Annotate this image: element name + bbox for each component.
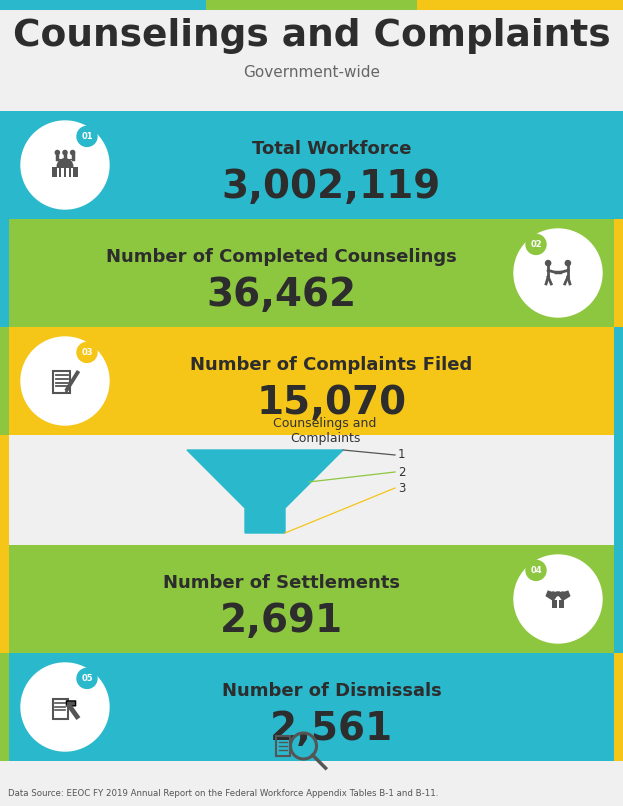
Circle shape <box>561 592 564 596</box>
FancyBboxPatch shape <box>71 168 74 177</box>
Circle shape <box>546 260 551 266</box>
Polygon shape <box>546 591 558 600</box>
FancyBboxPatch shape <box>66 168 69 177</box>
Text: 3,002,119: 3,002,119 <box>222 168 441 206</box>
FancyBboxPatch shape <box>614 545 623 653</box>
Text: 1: 1 <box>398 448 406 462</box>
FancyBboxPatch shape <box>552 600 558 608</box>
Circle shape <box>77 343 97 363</box>
Text: 36,462: 36,462 <box>206 276 356 314</box>
Text: 04: 04 <box>530 566 542 575</box>
Circle shape <box>557 592 561 596</box>
Text: 2,561: 2,561 <box>270 710 393 748</box>
FancyBboxPatch shape <box>0 653 9 761</box>
FancyBboxPatch shape <box>614 653 623 761</box>
Polygon shape <box>559 591 569 600</box>
Text: Number of Dismissals: Number of Dismissals <box>222 682 441 700</box>
FancyBboxPatch shape <box>559 600 564 608</box>
Text: 01: 01 <box>81 132 93 141</box>
Text: Data Source: EEOC FY 2019 Annual Report on the Federal Workforce Appendix Tables: Data Source: EEOC FY 2019 Annual Report … <box>8 790 439 799</box>
FancyBboxPatch shape <box>62 168 64 177</box>
FancyBboxPatch shape <box>57 168 59 177</box>
Circle shape <box>551 592 555 596</box>
FancyBboxPatch shape <box>0 435 9 545</box>
Text: Number of Settlements: Number of Settlements <box>163 574 400 592</box>
FancyBboxPatch shape <box>0 327 623 435</box>
Text: 02: 02 <box>530 240 542 249</box>
Circle shape <box>514 229 602 317</box>
FancyBboxPatch shape <box>0 219 9 327</box>
Text: 03: 03 <box>81 348 93 357</box>
Text: 05: 05 <box>81 674 93 683</box>
FancyBboxPatch shape <box>206 0 417 10</box>
FancyBboxPatch shape <box>54 372 70 393</box>
Circle shape <box>21 337 109 425</box>
FancyBboxPatch shape <box>0 545 9 653</box>
Circle shape <box>526 235 546 255</box>
FancyBboxPatch shape <box>0 111 623 219</box>
Circle shape <box>63 151 67 155</box>
FancyBboxPatch shape <box>417 0 623 10</box>
Circle shape <box>565 260 571 266</box>
Text: Number of Completed Counselings: Number of Completed Counselings <box>106 248 457 266</box>
FancyBboxPatch shape <box>67 701 75 706</box>
Circle shape <box>21 121 109 209</box>
FancyBboxPatch shape <box>614 219 623 327</box>
Text: 2: 2 <box>398 466 406 479</box>
FancyBboxPatch shape <box>0 327 9 435</box>
Text: 2,691: 2,691 <box>220 602 343 640</box>
Circle shape <box>70 151 75 155</box>
Text: Counselings and Complaints: Counselings and Complaints <box>12 18 611 54</box>
FancyBboxPatch shape <box>614 435 623 545</box>
Text: Counselings and
Complaints: Counselings and Complaints <box>273 417 377 445</box>
Text: Number of Complaints Filed: Number of Complaints Filed <box>191 356 473 374</box>
FancyBboxPatch shape <box>52 167 78 177</box>
FancyBboxPatch shape <box>0 219 623 327</box>
FancyBboxPatch shape <box>0 435 623 545</box>
Circle shape <box>514 555 602 643</box>
Circle shape <box>21 663 109 751</box>
FancyBboxPatch shape <box>0 545 623 653</box>
Circle shape <box>555 592 559 596</box>
Circle shape <box>77 127 97 147</box>
Circle shape <box>77 668 97 688</box>
FancyBboxPatch shape <box>52 699 68 718</box>
Text: 3: 3 <box>398 481 406 495</box>
FancyBboxPatch shape <box>0 0 206 10</box>
Text: Total Workforce: Total Workforce <box>252 140 411 158</box>
Circle shape <box>526 560 546 580</box>
FancyBboxPatch shape <box>614 327 623 435</box>
Polygon shape <box>187 450 343 533</box>
Wedge shape <box>57 159 73 167</box>
Text: 15,070: 15,070 <box>257 384 407 422</box>
Text: Government-wide: Government-wide <box>243 65 380 80</box>
FancyBboxPatch shape <box>0 653 623 761</box>
Circle shape <box>55 151 59 155</box>
